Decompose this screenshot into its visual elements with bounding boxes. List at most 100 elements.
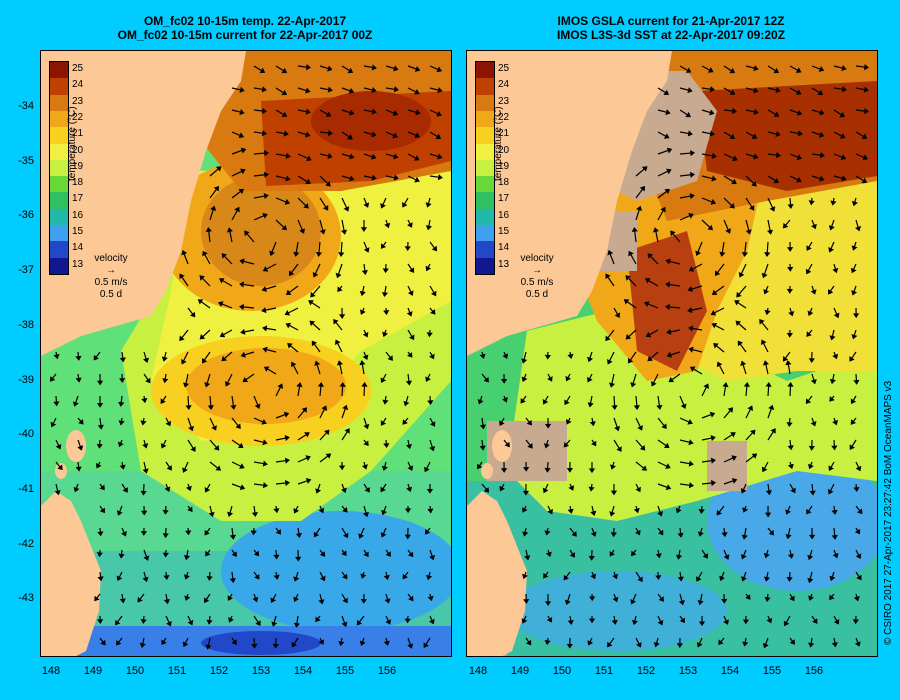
current-arrow-head xyxy=(743,381,750,387)
current-arrow-head xyxy=(94,595,100,602)
current-arrow-head xyxy=(349,109,355,116)
current-arrow-head xyxy=(808,200,815,206)
current-arrow-head xyxy=(305,131,311,138)
current-arrow-head xyxy=(775,86,781,94)
current-arrow-head xyxy=(652,227,659,233)
current-arrow-head xyxy=(483,376,489,383)
current-arrow-head xyxy=(710,435,716,442)
current-arrow-head xyxy=(609,551,615,557)
current-arrow-head xyxy=(499,485,505,492)
current-arrow-head xyxy=(166,620,172,627)
current-arrow-head xyxy=(627,357,634,364)
current-arrow-head xyxy=(805,268,812,275)
current-arrow-head xyxy=(261,285,267,292)
current-arrow-head xyxy=(75,466,82,472)
current-arrow-head xyxy=(115,639,122,646)
current-arrow-head xyxy=(264,150,270,157)
current-arrow-head xyxy=(50,421,57,428)
current-arrow-head xyxy=(359,640,366,647)
current-arrow-head xyxy=(751,453,758,459)
current-arrow-head xyxy=(407,290,414,296)
lat-tick-label: -39 xyxy=(18,373,34,386)
current-arrow-head xyxy=(210,205,217,212)
current-arrow-head xyxy=(100,639,106,646)
colorbar-segment xyxy=(50,241,68,258)
current-arrow-head xyxy=(849,356,855,362)
current-arrow-head xyxy=(831,534,838,540)
right-title-line1: IMOS GSLA current for 21-Apr-2017 12Z xyxy=(557,14,785,28)
current-arrow-head xyxy=(239,281,245,288)
current-arrow-head xyxy=(523,599,530,604)
current-arrow-head xyxy=(740,360,747,366)
current-arrow-head xyxy=(259,67,266,74)
current-arrow-head xyxy=(263,193,269,200)
current-arrow-head xyxy=(524,555,531,561)
current-arrow-head xyxy=(544,354,551,360)
current-arrow-head xyxy=(695,250,702,257)
current-arrow-head xyxy=(362,331,369,338)
current-arrow-head xyxy=(830,200,837,206)
current-arrow-head xyxy=(665,281,671,288)
current-arrow-head xyxy=(285,175,291,182)
current-arrow-head xyxy=(380,377,387,383)
current-arrow-head xyxy=(483,487,490,493)
current-arrow-head xyxy=(273,508,280,514)
cold-patch xyxy=(201,631,321,655)
current-arrow-head xyxy=(789,595,795,602)
current-arrow-head xyxy=(854,641,861,647)
current-arrow-head xyxy=(407,643,414,649)
lon-tick-label: 153 xyxy=(678,665,698,677)
current-arrow-head xyxy=(644,278,651,284)
current-arrow-head xyxy=(341,621,348,628)
current-arrow-head xyxy=(831,445,838,451)
current-arrow-head xyxy=(269,250,276,257)
current-arrow-head xyxy=(190,446,196,452)
current-arrow-head xyxy=(271,621,278,627)
current-arrow-head xyxy=(665,463,671,469)
colorbar-label: 21 xyxy=(498,128,510,140)
current-arrow-head xyxy=(723,619,729,625)
current-arrow-head xyxy=(227,595,234,601)
current-arrow-head xyxy=(817,89,824,96)
current-arrow-head xyxy=(631,550,637,557)
mainland-australia xyxy=(467,51,672,356)
current-arrow-head xyxy=(571,531,577,537)
current-arrow-head xyxy=(183,555,191,561)
current-arrow-head xyxy=(703,383,709,389)
current-arrow-head xyxy=(408,595,414,602)
current-arrow-head xyxy=(863,107,869,115)
current-arrow-head xyxy=(711,322,718,329)
current-arrow-head xyxy=(831,509,838,515)
current-arrow-head xyxy=(653,642,660,648)
current-arrow-head xyxy=(414,132,421,139)
current-arrow-head xyxy=(310,291,316,298)
current-arrow-head xyxy=(404,618,411,624)
current-arrow-head xyxy=(162,552,169,558)
current-arrow-head xyxy=(380,532,387,538)
current-arrow-head xyxy=(240,147,247,154)
current-arrow-head xyxy=(426,574,433,581)
current-arrow-head xyxy=(522,573,528,580)
current-arrow-head xyxy=(521,618,528,624)
warm-band xyxy=(507,291,877,521)
current-arrow-head xyxy=(262,439,268,446)
current-arrow-head xyxy=(251,643,258,649)
current-arrow-head xyxy=(381,465,388,471)
current-arrow-head xyxy=(788,311,795,317)
current-arrow-head xyxy=(187,506,193,513)
current-arrow-head xyxy=(160,398,166,404)
current-arrow-head xyxy=(281,224,288,231)
current-arrow-head xyxy=(819,175,825,182)
current-arrow-head xyxy=(285,152,291,159)
current-arrow-head xyxy=(425,225,432,231)
lon-tick-label: 148 xyxy=(468,665,488,677)
current-arrow-head xyxy=(359,309,366,315)
current-arrow-head xyxy=(853,379,860,385)
current-arrow-head xyxy=(360,227,368,232)
current-arrow-head xyxy=(521,358,528,364)
flinders-island xyxy=(492,430,512,462)
current-arrows-left xyxy=(49,64,443,650)
current-arrow-head xyxy=(436,66,442,73)
current-arrow-head xyxy=(262,212,268,219)
current-arrow-head xyxy=(855,465,862,472)
